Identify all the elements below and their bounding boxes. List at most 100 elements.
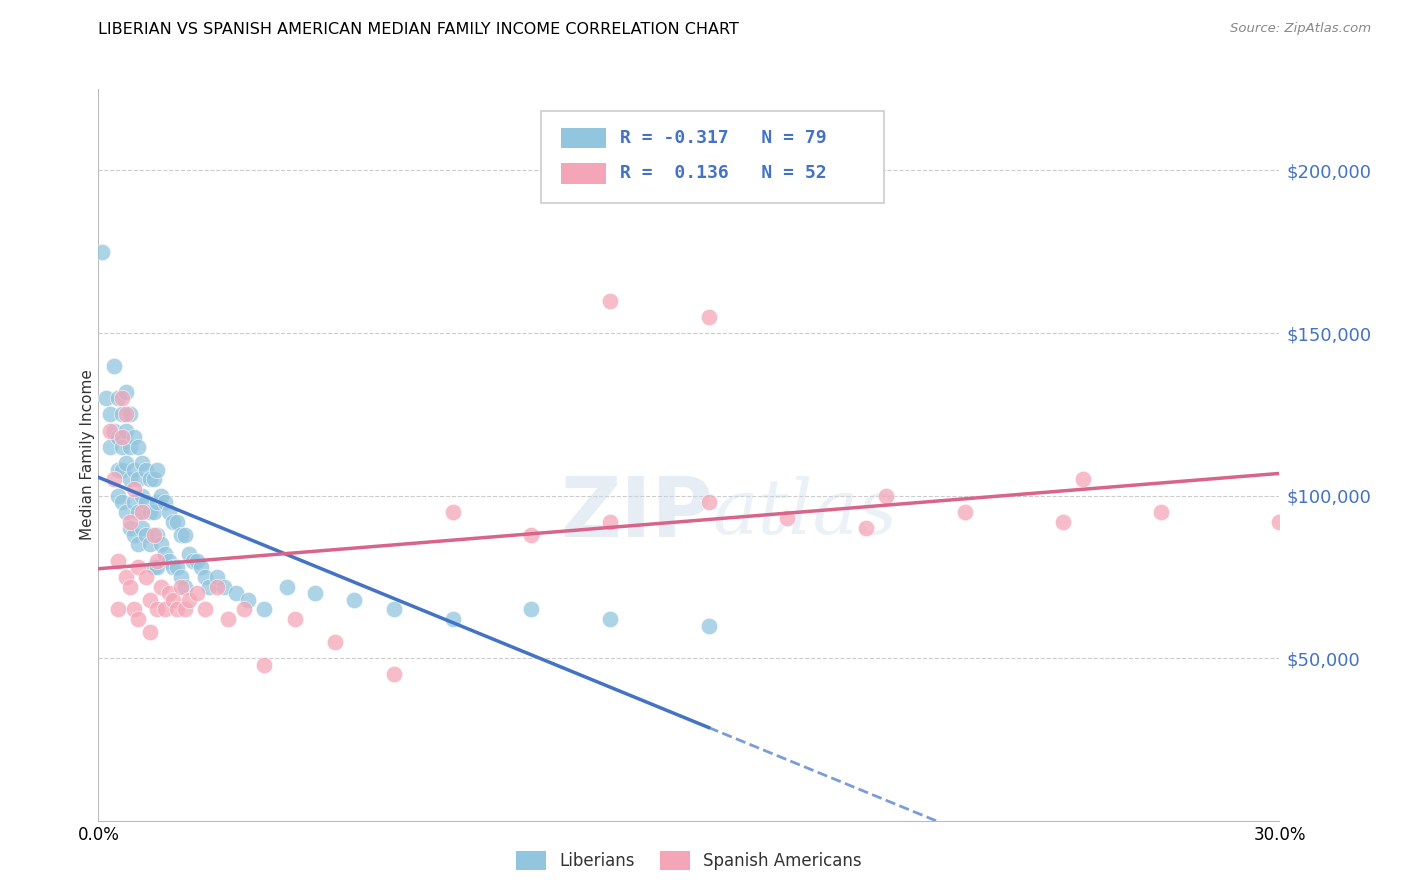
Point bbox=[138, 505, 160, 519]
Point bbox=[186, 586, 208, 600]
Point bbox=[166, 560, 188, 574]
Text: R =  0.136   N = 52: R = 0.136 N = 52 bbox=[620, 164, 827, 182]
Point bbox=[118, 521, 141, 535]
Point bbox=[131, 456, 153, 470]
Point bbox=[115, 424, 138, 438]
Point bbox=[1150, 505, 1173, 519]
Point bbox=[150, 580, 173, 594]
Point bbox=[142, 505, 165, 519]
Point bbox=[138, 592, 160, 607]
Point bbox=[107, 602, 129, 616]
Point bbox=[98, 440, 121, 454]
Text: LIBERIAN VS SPANISH AMERICAN MEDIAN FAMILY INCOME CORRELATION CHART: LIBERIAN VS SPANISH AMERICAN MEDIAN FAMI… bbox=[98, 22, 740, 37]
Point bbox=[111, 462, 134, 476]
Point bbox=[91, 244, 114, 259]
Point bbox=[118, 580, 141, 594]
Point bbox=[115, 570, 138, 584]
Bar bbox=[561, 163, 606, 184]
Point bbox=[155, 547, 177, 561]
Text: Source: ZipAtlas.com: Source: ZipAtlas.com bbox=[1230, 22, 1371, 36]
Point bbox=[127, 612, 149, 626]
Point bbox=[107, 391, 129, 405]
Point bbox=[131, 505, 153, 519]
Point bbox=[118, 472, 141, 486]
Point bbox=[233, 602, 256, 616]
Point bbox=[111, 430, 134, 444]
Point bbox=[135, 570, 157, 584]
Point bbox=[107, 462, 129, 476]
Point bbox=[107, 430, 129, 444]
Point bbox=[107, 489, 129, 503]
Text: atlas: atlas bbox=[713, 476, 898, 550]
Bar bbox=[561, 128, 606, 148]
Point bbox=[162, 592, 184, 607]
Point bbox=[122, 462, 145, 476]
Point bbox=[177, 592, 200, 607]
Point bbox=[162, 560, 184, 574]
Point bbox=[103, 472, 125, 486]
Point bbox=[150, 489, 173, 503]
Point bbox=[157, 553, 180, 567]
Point bbox=[138, 472, 160, 486]
Point bbox=[284, 612, 307, 626]
Point bbox=[142, 560, 165, 574]
Point bbox=[194, 602, 217, 616]
Point bbox=[115, 384, 138, 399]
Point bbox=[382, 667, 405, 681]
Point bbox=[135, 527, 157, 541]
Point bbox=[599, 515, 621, 529]
Point bbox=[855, 521, 877, 535]
Point bbox=[520, 602, 543, 616]
Point bbox=[157, 586, 180, 600]
Point bbox=[118, 515, 141, 529]
Point bbox=[1268, 515, 1291, 529]
Point bbox=[599, 293, 621, 308]
Point bbox=[382, 602, 405, 616]
Point bbox=[205, 580, 228, 594]
Point bbox=[441, 505, 464, 519]
Point bbox=[96, 391, 118, 405]
Point bbox=[127, 440, 149, 454]
Point bbox=[118, 407, 141, 421]
Point bbox=[103, 359, 125, 373]
Point bbox=[142, 527, 165, 541]
Point bbox=[131, 521, 153, 535]
Point bbox=[253, 602, 276, 616]
Point bbox=[115, 407, 138, 421]
Point bbox=[875, 489, 897, 503]
Point bbox=[127, 537, 149, 551]
Point bbox=[157, 505, 180, 519]
Point bbox=[122, 495, 145, 509]
Point bbox=[155, 602, 177, 616]
Point bbox=[174, 527, 197, 541]
Point bbox=[197, 580, 219, 594]
Point bbox=[441, 612, 464, 626]
Point bbox=[138, 625, 160, 640]
Point bbox=[253, 657, 276, 672]
Point bbox=[111, 495, 134, 509]
Point bbox=[236, 592, 259, 607]
Point bbox=[953, 505, 976, 519]
FancyBboxPatch shape bbox=[541, 112, 884, 202]
Point bbox=[166, 602, 188, 616]
Point bbox=[127, 560, 149, 574]
Point bbox=[98, 407, 121, 421]
Point bbox=[103, 424, 125, 438]
Point bbox=[146, 527, 169, 541]
Point bbox=[111, 440, 134, 454]
Legend: Liberians, Spanish Americans: Liberians, Spanish Americans bbox=[508, 842, 870, 878]
Point bbox=[225, 586, 247, 600]
Point bbox=[135, 462, 157, 476]
Point bbox=[174, 580, 197, 594]
Point bbox=[131, 489, 153, 503]
Point bbox=[115, 456, 138, 470]
Point bbox=[98, 424, 121, 438]
Point bbox=[111, 407, 134, 421]
Point bbox=[122, 430, 145, 444]
Point bbox=[138, 537, 160, 551]
Point bbox=[166, 515, 188, 529]
Point bbox=[135, 495, 157, 509]
Point bbox=[194, 570, 217, 584]
Point bbox=[150, 537, 173, 551]
Point bbox=[142, 472, 165, 486]
